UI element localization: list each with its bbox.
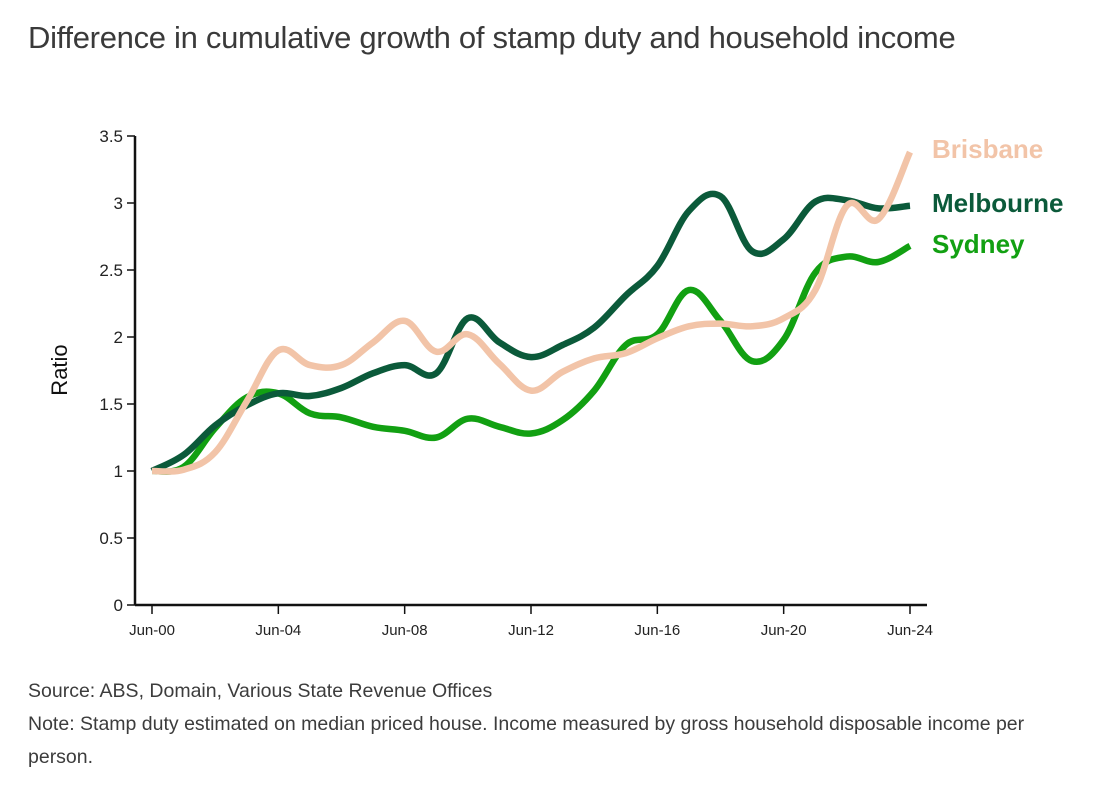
series-line-melbourne bbox=[150, 190, 911, 474]
legend-label-melbourne: Melbourne bbox=[932, 188, 1063, 218]
chart-footer: Source: ABS, Domain, Various State Reven… bbox=[28, 675, 1088, 774]
y-tick-label: 0 bbox=[114, 596, 123, 615]
y-tick-label: 0.5 bbox=[99, 529, 123, 548]
methodology-note: Note: Stamp duty estimated on median pri… bbox=[28, 713, 1025, 768]
x-tick-label: Jun-20 bbox=[761, 622, 807, 639]
y-tick-label: 2.5 bbox=[99, 261, 123, 280]
source-note: Source: ABS, Domain, Various State Reven… bbox=[28, 680, 493, 702]
chart-area: 0 0.5 1 1.5 2 2.5 3 3.5 Jun-00 Jun-04 Jun-08 Jun-1… bbox=[47, 127, 1063, 639]
y-axis-label: Ratio bbox=[47, 344, 72, 395]
x-tick-label: Jun-24 bbox=[887, 622, 933, 639]
legend: Brisbane Melbourne Sydney bbox=[932, 134, 1063, 259]
x-tick-label: Jun-04 bbox=[255, 622, 301, 639]
y-tick-label: 1.5 bbox=[99, 395, 123, 414]
y-tick-label: 3 bbox=[114, 194, 123, 213]
x-tick-label: Jun-08 bbox=[382, 622, 428, 639]
y-tick-label: 3.5 bbox=[99, 127, 123, 146]
line-chart: 0 0.5 1 1.5 2 2.5 3 3.5 Jun-00 Jun-04 Jun-08 Jun-1… bbox=[47, 127, 1063, 639]
y-tick-label: 2 bbox=[114, 328, 123, 347]
x-tick-label: Jun-00 bbox=[129, 622, 175, 639]
chart-title: Difference in cumulative growth of stamp… bbox=[28, 20, 956, 55]
legend-label-sydney: Sydney bbox=[932, 229, 1025, 259]
y-axis: 0 0.5 1 1.5 2 2.5 3 3.5 bbox=[99, 127, 137, 615]
x-tick-label: Jun-16 bbox=[634, 622, 680, 639]
x-tick-label: Jun-12 bbox=[508, 622, 554, 639]
y-tick-label: 1 bbox=[114, 462, 123, 481]
series-line-brisbane bbox=[151, 150, 913, 475]
x-axis: Jun-00 Jun-04 Jun-08 Jun-12 Jun-16 Jun-20 Jun-… bbox=[129, 603, 933, 639]
legend-label-brisbane: Brisbane bbox=[932, 134, 1043, 164]
series-group bbox=[150, 150, 913, 475]
